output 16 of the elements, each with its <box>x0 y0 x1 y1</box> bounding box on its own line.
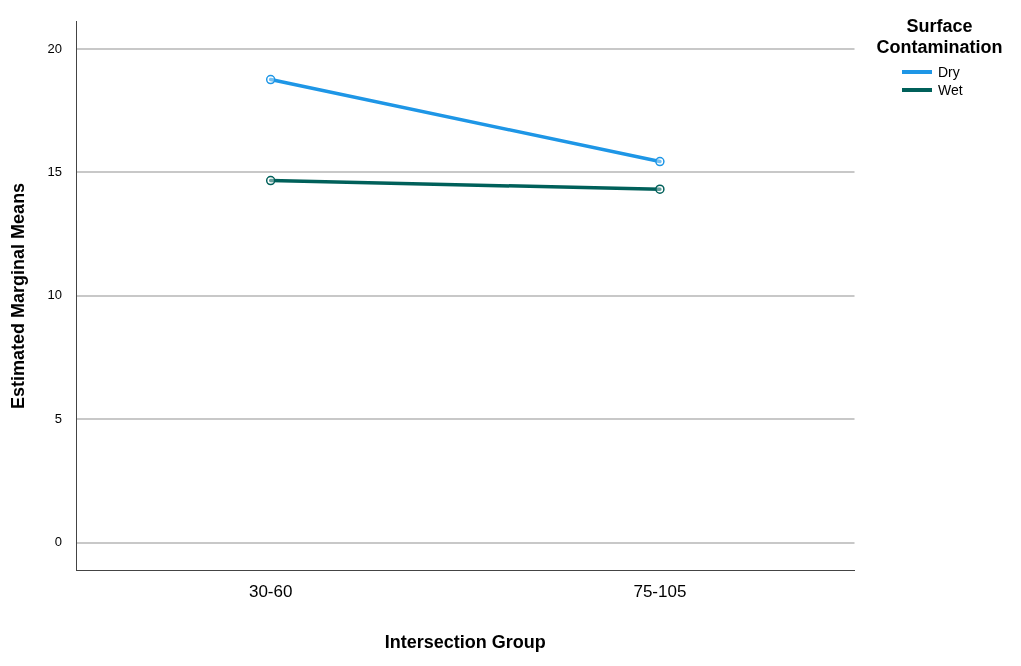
x-tick-label: 30-60 <box>248 581 293 601</box>
point <box>265 175 276 186</box>
point <box>655 184 665 194</box>
point <box>655 156 665 167</box>
legend-label: Dry <box>938 64 960 80</box>
y-axis-title: Estimated Marginal Means <box>7 182 28 409</box>
x-tick-label: 75-105 <box>633 581 687 601</box>
y-tick-label: 0 <box>54 534 63 550</box>
y-tick-label: 20 <box>47 40 63 56</box>
y-tick-label: 5 <box>54 410 63 426</box>
y-tick-label: 15 <box>47 164 63 180</box>
y-tick-label: 10 <box>47 287 63 303</box>
point <box>265 74 276 85</box>
legend-title: Surface Contamination <box>875 16 1004 58</box>
legend-label: Wet <box>938 82 963 98</box>
x-axis-title: Intersection Group <box>384 632 546 653</box>
